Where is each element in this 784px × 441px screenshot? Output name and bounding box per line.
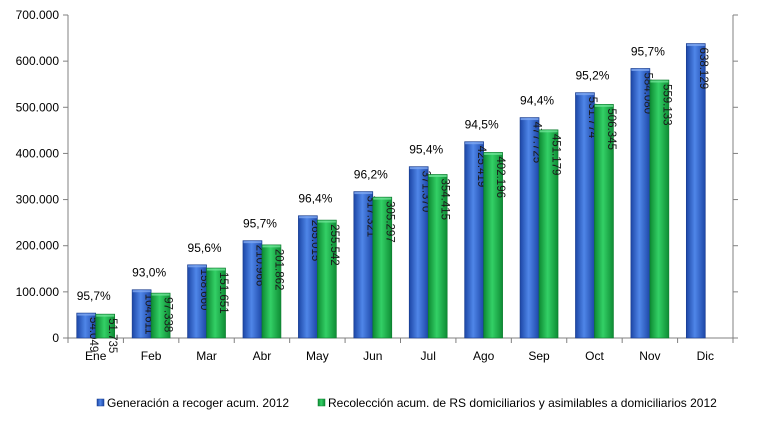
- bar-recoleccion: [538, 129, 559, 339]
- y-tick-label: 200.000: [16, 239, 60, 253]
- legend: Generación a recoger acum. 2012 Recolecci…: [96, 396, 717, 410]
- y-tick-label: 0: [52, 331, 59, 345]
- bar-top-highlight: [575, 93, 594, 96]
- bar-value-label: 305.297: [383, 201, 395, 243]
- bar-recoleccion: [95, 313, 116, 339]
- percent-label: 96,2%: [354, 168, 388, 182]
- bar-recoleccion: [150, 292, 171, 339]
- bar-top-highlight: [132, 290, 151, 293]
- x-tick-label: Mar: [196, 349, 217, 363]
- bar-recoleccion: [317, 219, 337, 339]
- x-tick-label: Oct: [585, 349, 604, 363]
- percent-label: 95,6%: [188, 241, 222, 255]
- y-tick-label: 700.000: [16, 8, 60, 22]
- x-tick-label: Dic: [697, 349, 714, 363]
- bar-top-highlight: [594, 104, 613, 107]
- percent-label: 96,4%: [298, 192, 332, 206]
- bar-value-label: 402.196: [494, 156, 506, 198]
- bar-top-highlight: [539, 130, 558, 133]
- legend-swatch-generacion: [96, 398, 105, 407]
- bar-recoleccion: [594, 104, 614, 339]
- bar-top-highlight: [428, 174, 447, 177]
- bar-value-label: 255.542: [328, 224, 340, 266]
- percent-label: 94,4%: [520, 94, 554, 108]
- bar-top-highlight: [262, 245, 281, 248]
- bar-top-highlight: [484, 152, 503, 155]
- x-tick-label: Jun: [363, 349, 382, 363]
- bar-top-highlight: [465, 142, 484, 145]
- percent-label: 95,4%: [409, 143, 443, 157]
- legend-label-generacion: Generación a recoger acum. 2012: [107, 396, 289, 410]
- bar-value-label: 51.735: [106, 318, 118, 353]
- bar-value-label: 451.179: [550, 134, 562, 176]
- bar-value-label: 506.345: [605, 108, 617, 150]
- y-tick-label: 400.000: [16, 146, 60, 160]
- bar-top-highlight: [409, 167, 428, 170]
- percent-label: 95,7%: [77, 289, 111, 303]
- bar-top-highlight: [631, 68, 650, 71]
- bar-value-label: 97.338: [162, 297, 174, 332]
- y-tick-label: 100.000: [16, 285, 60, 299]
- percent-label: 95,7%: [631, 44, 665, 58]
- bar-top-highlight: [298, 216, 317, 219]
- percent-label: 95,2%: [575, 69, 609, 83]
- bar-top-highlight: [207, 268, 226, 271]
- bar-value-label: 151.651: [217, 272, 229, 314]
- x-tick-label: Ene: [85, 349, 107, 363]
- x-tick-label: Feb: [141, 349, 162, 363]
- bar-top-highlight: [243, 241, 262, 244]
- x-tick-label: Sep: [528, 349, 550, 363]
- x-tick-label: Abr: [253, 349, 272, 363]
- bar-top-highlight: [650, 80, 669, 83]
- bar-recoleccion: [261, 244, 282, 339]
- bar-top-highlight: [96, 314, 115, 317]
- bar-top-highlight: [317, 220, 336, 223]
- x-tick-label: Ago: [473, 349, 495, 363]
- bar-top-highlight: [77, 313, 96, 316]
- y-tick-label: 300.000: [16, 193, 60, 207]
- bar-value-label: 354.415: [439, 178, 451, 220]
- bar-top-highlight: [354, 192, 373, 195]
- y-tick-label: 500.000: [16, 100, 60, 114]
- y-tick-label: 600.000: [16, 54, 60, 68]
- bar-recoleccion: [372, 196, 393, 339]
- bar-recoleccion: [427, 174, 448, 339]
- x-tick-label: Nov: [639, 349, 660, 363]
- bar-top-highlight: [151, 293, 170, 296]
- bar-top-highlight: [686, 44, 705, 47]
- legend-swatch-recoleccion: [317, 398, 326, 407]
- bar-value-label: 201.862: [272, 249, 284, 291]
- plot-area: 0 100.000 200.000 300.000 400.000 500.000 600.…: [16, 8, 738, 363]
- bar-top-highlight: [373, 197, 392, 200]
- x-tick-label: May: [306, 349, 329, 363]
- bar-value-label: 638.129: [697, 48, 709, 90]
- percent-label: 95,7%: [243, 217, 277, 231]
- bar-generacion: [685, 43, 706, 339]
- bar-recoleccion: [483, 152, 503, 339]
- x-tick-label: Jul: [421, 349, 436, 363]
- percent-label: 93,0%: [132, 266, 166, 280]
- bar-recoleccion: [206, 267, 226, 339]
- bar-recoleccion: [649, 79, 670, 339]
- percent-label: 94,5%: [465, 118, 499, 132]
- legend-label-recoleccion: Recolección acum. de RS domiciliarios y …: [328, 396, 717, 410]
- bar-value-label: 559.133: [660, 84, 672, 126]
- bar-top-highlight: [520, 118, 539, 121]
- bar-top-highlight: [188, 265, 207, 268]
